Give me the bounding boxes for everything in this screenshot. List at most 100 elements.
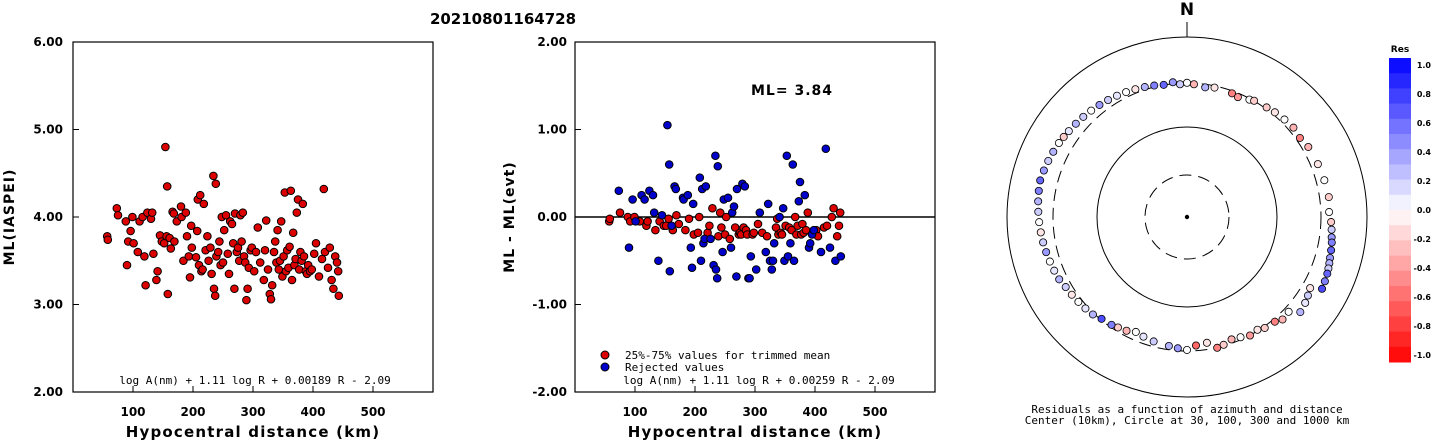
data-point xyxy=(803,208,813,217)
data-point xyxy=(767,265,777,274)
data-point xyxy=(287,275,297,285)
colorbar-tick-label: -1.0 xyxy=(1414,351,1432,360)
data-point xyxy=(694,212,704,222)
colorbar-tick-label: -0.4 xyxy=(1414,264,1432,273)
data-point xyxy=(664,214,673,224)
right-x-tick-label: 100 xyxy=(622,405,647,419)
data-point xyxy=(185,273,195,282)
data-point xyxy=(763,199,773,209)
data-point xyxy=(628,195,637,204)
data-point xyxy=(209,171,218,181)
data-point xyxy=(696,256,706,266)
residual-colorbar: Res 1.0 0.8 0.6 0.4 0.2 0.0 -0.2 -0.4 -0.6 -0.8 -1… xyxy=(1389,45,1431,363)
data-point xyxy=(753,219,763,229)
data-point xyxy=(192,226,202,236)
residual-point xyxy=(1087,106,1096,115)
residual-point xyxy=(1035,218,1044,227)
left-scatter-plot: 100 200 300 400 500 2.00 3.00 4.00 5.00 6.00 log … xyxy=(2,35,434,441)
data-point xyxy=(251,247,261,257)
data-point xyxy=(712,273,722,283)
residual-point xyxy=(1131,85,1140,94)
residual-point xyxy=(1049,147,1058,156)
data-point xyxy=(218,258,228,267)
data-point xyxy=(113,210,123,220)
center-point xyxy=(1184,214,1190,220)
data-point xyxy=(210,291,220,301)
residual-point xyxy=(1042,248,1051,257)
data-point xyxy=(255,258,265,267)
residual-point xyxy=(1324,193,1333,202)
data-point xyxy=(822,221,832,231)
data-point xyxy=(786,238,795,248)
data-point xyxy=(790,212,800,222)
data-point xyxy=(238,208,248,217)
legend: 25%-75% values for trimmed mean Rejected… xyxy=(600,349,830,374)
right-y-tick-label: 0.00 xyxy=(537,210,567,224)
data-point xyxy=(667,221,676,231)
colorbar-tick-label: -0.2 xyxy=(1414,235,1432,244)
residual-point xyxy=(1202,338,1211,347)
colorbar-tick-label: -0.8 xyxy=(1414,322,1432,331)
residual-point xyxy=(1327,246,1336,255)
residual-point xyxy=(1122,326,1131,335)
data-point xyxy=(243,284,252,294)
right-x-axis-label: Hypocentral distance (km) xyxy=(628,423,883,441)
residual-point xyxy=(1140,83,1149,92)
residual-point xyxy=(1246,331,1255,340)
right-x-tick-label: 500 xyxy=(862,405,887,419)
residual-point xyxy=(1278,315,1287,324)
data-point xyxy=(166,244,176,253)
residual-point xyxy=(1270,317,1279,326)
data-point xyxy=(706,234,715,244)
data-point xyxy=(314,272,324,281)
data-point xyxy=(319,184,329,194)
data-point xyxy=(643,217,652,226)
residual-point xyxy=(1064,127,1073,136)
data-point xyxy=(327,275,336,285)
data-point xyxy=(649,208,659,217)
data-point xyxy=(152,275,161,285)
data-point xyxy=(732,184,742,194)
colorbar-cell xyxy=(1389,316,1411,333)
right-y-tick-label: 1.00 xyxy=(537,123,567,137)
data-point xyxy=(298,199,308,209)
data-point xyxy=(695,173,705,182)
data-point xyxy=(288,228,298,238)
data-point xyxy=(141,280,150,290)
colorbar-title: Res xyxy=(1391,45,1409,55)
data-point xyxy=(333,266,343,276)
data-point xyxy=(775,212,784,222)
residual-point xyxy=(1323,269,1332,278)
right-y-tick-label: -1.00 xyxy=(532,298,567,312)
data-point xyxy=(705,221,714,231)
colorbar-tick-label: 0.0 xyxy=(1417,206,1432,215)
residual-point xyxy=(1034,186,1043,195)
data-point xyxy=(237,237,246,246)
data-point xyxy=(133,247,143,257)
data-point xyxy=(683,190,693,200)
data-point xyxy=(230,284,239,294)
data-point xyxy=(329,284,338,294)
data-point xyxy=(267,280,277,290)
residual-point xyxy=(1183,345,1192,354)
data-point xyxy=(794,196,804,206)
circle-100km xyxy=(1096,126,1278,308)
residual-point xyxy=(1044,156,1053,165)
residual-point xyxy=(1303,291,1312,300)
data-point xyxy=(834,221,844,231)
residual-point xyxy=(1176,80,1185,89)
left-x-axis-label: Hypocentral distance (km) xyxy=(126,423,381,441)
residual-point xyxy=(1320,277,1329,286)
data-point xyxy=(215,237,224,246)
data-point xyxy=(686,243,696,252)
colorbar-cell xyxy=(1389,301,1411,317)
residual-point xyxy=(1318,284,1327,293)
residual-point xyxy=(1034,207,1043,216)
data-point xyxy=(832,231,842,241)
data-point xyxy=(730,223,740,232)
residual-point xyxy=(1071,119,1080,128)
data-point xyxy=(749,228,759,238)
data-point xyxy=(762,231,772,241)
data-point xyxy=(209,284,219,294)
residual-point xyxy=(1097,314,1106,323)
